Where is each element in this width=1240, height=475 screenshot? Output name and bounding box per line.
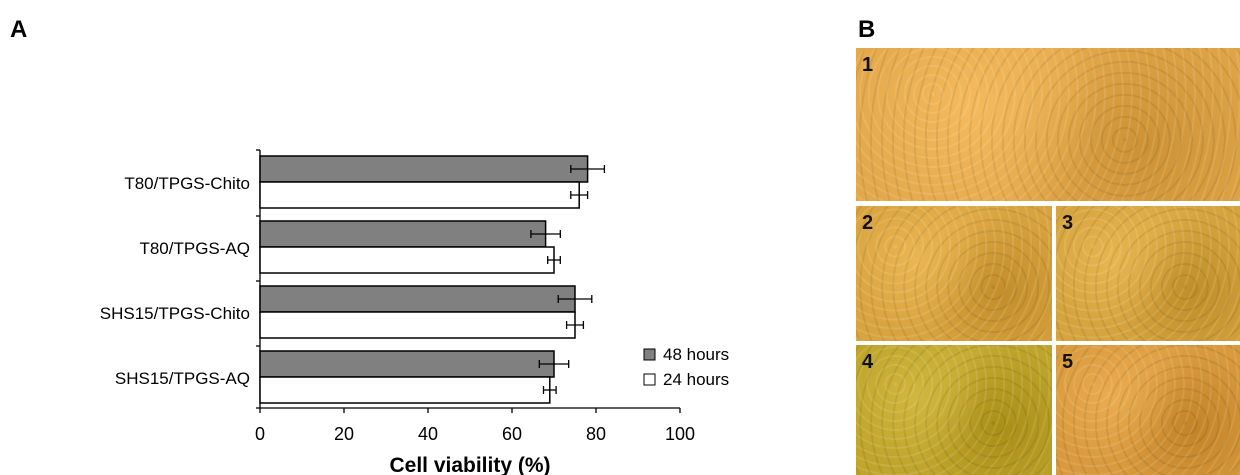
micrograph-number: 4 — [862, 351, 874, 373]
cell-texture — [1056, 345, 1240, 475]
cell-texture — [856, 206, 1052, 341]
legend-label: 24 hours — [663, 370, 729, 389]
bar — [259, 350, 555, 378]
micrograph-number: 2 — [862, 212, 874, 234]
micrograph-2: 2 — [856, 206, 1052, 341]
x-axis-title: Cell viability (%) — [389, 454, 550, 475]
bar — [259, 311, 576, 339]
x-tick-label: 80 — [586, 424, 606, 444]
category-label: SHS15/TPGS-AQ — [115, 369, 250, 388]
bar — [259, 376, 551, 404]
micrograph-3: 3 — [1056, 206, 1240, 341]
legend-swatch — [643, 348, 656, 361]
micrograph-number: 5 — [1062, 351, 1074, 373]
category-label: T80/TPGS-AQ — [139, 239, 250, 258]
x-tick-label: 20 — [334, 424, 354, 444]
cell-texture — [856, 345, 1052, 475]
cell-texture — [856, 48, 1240, 201]
bar — [259, 155, 589, 183]
bar — [259, 220, 547, 248]
legend-swatch — [643, 373, 656, 386]
category-label: SHS15/TPGS-Chito — [100, 304, 250, 323]
x-tick-label: 40 — [418, 424, 438, 444]
panel-b-label: B — [858, 16, 876, 43]
category-label: T80/TPGS-Chito — [124, 174, 250, 193]
micrograph-number: 1 — [862, 54, 874, 76]
panel-a-label: A — [10, 16, 28, 43]
bar — [259, 246, 555, 274]
micrograph-5: 5 — [1056, 345, 1240, 475]
cell-texture — [1056, 206, 1240, 341]
x-tick-label: 0 — [255, 424, 265, 444]
x-tick-label: 60 — [502, 424, 522, 444]
micrograph-number: 3 — [1062, 212, 1074, 234]
bar — [259, 181, 580, 209]
legend-label: 48 hours — [663, 345, 729, 364]
micrograph-4: 4 — [856, 345, 1052, 475]
bar-chart: 0 20 40 60 80 100 Cell viability (%) T80/TPGS-C… — [100, 149, 729, 475]
bar — [259, 285, 576, 313]
x-tick-label: 100 — [665, 424, 695, 444]
micrograph-1: 1 — [856, 48, 1240, 201]
